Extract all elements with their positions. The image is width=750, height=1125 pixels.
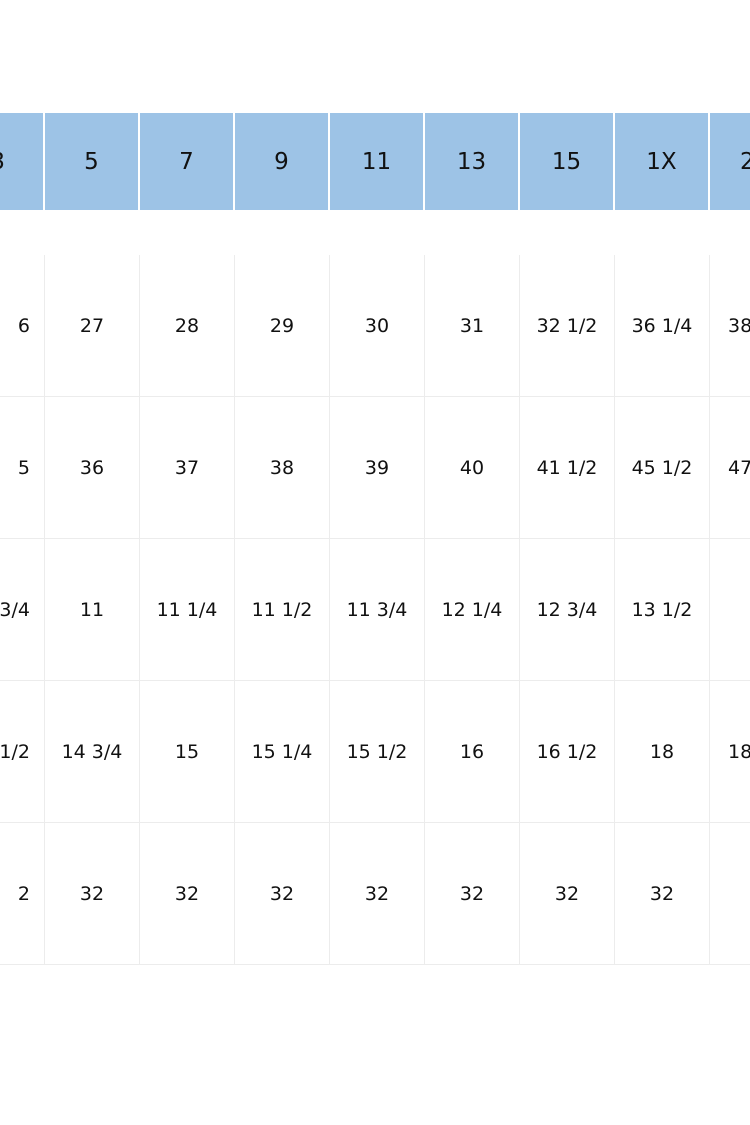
header-cell: 1X: [615, 113, 710, 210]
table-cell: 30: [330, 255, 425, 397]
table-cell: 29: [235, 255, 330, 397]
header-cell: 5: [45, 113, 140, 210]
table-cell: 32: [235, 823, 330, 965]
table-cell: 39: [330, 397, 425, 539]
table-cell: [710, 539, 750, 681]
table-cell: 41 1/2: [520, 397, 615, 539]
table-cell: 28: [140, 255, 235, 397]
table-cell: 16 1/2: [520, 681, 615, 823]
table-cell: 11 1/4: [140, 539, 235, 681]
table-cell: 38: [235, 397, 330, 539]
table-cell: 45 1/2: [615, 397, 710, 539]
table-cell: 18: [615, 681, 710, 823]
table-cell: 32 1/2: [520, 255, 615, 397]
table-cell: 37: [140, 397, 235, 539]
table-cell: 13 1/2: [615, 539, 710, 681]
table-cell: 32: [520, 823, 615, 965]
header-cell: 13: [425, 113, 520, 210]
table-cell: 32: [45, 823, 140, 965]
table-cell: [710, 823, 750, 965]
header-cell: 15: [520, 113, 615, 210]
table-cell: 40: [425, 397, 520, 539]
table-cell: 12 1/4: [425, 539, 520, 681]
table-cell: 32: [425, 823, 520, 965]
table-cell: 31: [425, 255, 520, 397]
table-cell: 32: [615, 823, 710, 965]
table-cell: 47: [710, 397, 750, 539]
table-cell: 16: [425, 681, 520, 823]
table-cell: 32: [330, 823, 425, 965]
table-cell: 36: [45, 397, 140, 539]
size-chart-table: 35791113151X26272829303132 1/236 1/43853…: [0, 113, 750, 965]
table-cell: 14 3/4: [45, 681, 140, 823]
table-cell: 11 1/2: [235, 539, 330, 681]
header-cell: 7: [140, 113, 235, 210]
table-cell: 15 1/4: [235, 681, 330, 823]
header-cell: 3: [0, 113, 45, 210]
table-cell: 38: [710, 255, 750, 397]
table-cell: 6: [0, 255, 45, 397]
table-cell: 32: [140, 823, 235, 965]
table-cell: 1/2: [0, 681, 45, 823]
table-cell: 11 3/4: [330, 539, 425, 681]
header-cell: 9: [235, 113, 330, 210]
table-cell: 3/4: [0, 539, 45, 681]
table-cell: 15: [140, 681, 235, 823]
table-cell: 36 1/4: [615, 255, 710, 397]
table-cell: 2: [0, 823, 45, 965]
table-cell: 12 3/4: [520, 539, 615, 681]
header-cell: 2: [710, 113, 750, 210]
table-cell: 15 1/2: [330, 681, 425, 823]
header-cell: 11: [330, 113, 425, 210]
table-cell: 27: [45, 255, 140, 397]
table-cell: 18: [710, 681, 750, 823]
table-cell: 11: [45, 539, 140, 681]
table-cell: 5: [0, 397, 45, 539]
